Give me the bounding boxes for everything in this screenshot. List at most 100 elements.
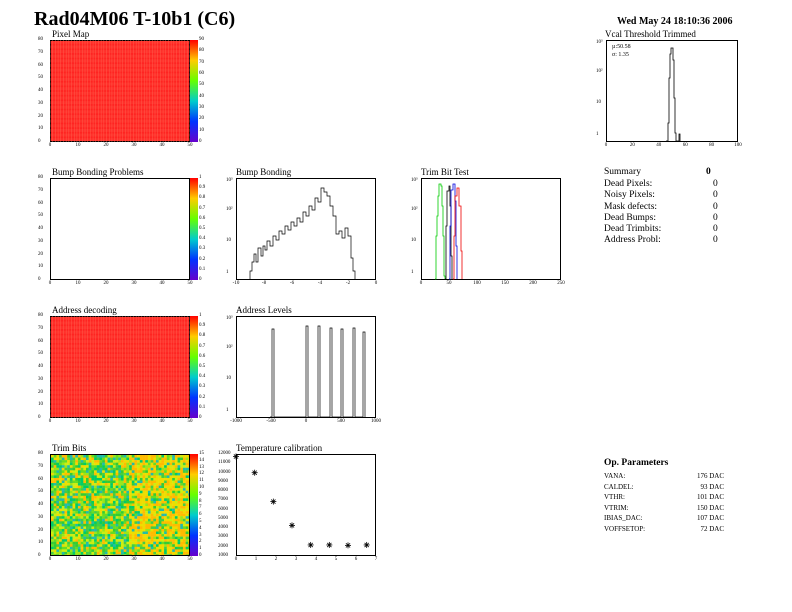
summary-row-value: 0 [713, 224, 718, 235]
x-tick-label: 100 [473, 281, 481, 286]
summary-panel: Summary 0 Dead Pixels: 0 Noisy Pixels: 0 Mas… [604, 167, 724, 247]
y-tick-label: 11000 [218, 460, 231, 466]
colorbar-tick-label: 1 [199, 175, 202, 180]
trim-bit-test-panel[interactable]: 0 50 100 150 200 250 1 10 10² 10³ [409, 176, 565, 288]
y-tick-label: 20 [38, 527, 43, 533]
colorbar-tick-label: 40 [199, 93, 204, 99]
x-tick-label: 7 [374, 557, 378, 562]
summary-row-value: 0 [713, 179, 718, 189]
y-tick-label: 70 [38, 325, 43, 331]
y-tick-label: 20 [38, 251, 43, 257]
page-title: Rad04M06 T-10b1 (C6) [34, 8, 236, 30]
op-params-rows: VANA: 176 DAC CALDEL: 93 DAC VTHR: 101 DAC VTR… [604, 472, 724, 535]
x-tick-label: 10 [75, 143, 81, 148]
op-param-label: VANA: [604, 472, 626, 480]
trim-bit-test-histograms [435, 183, 463, 280]
y-tick-label: 0 [38, 553, 41, 558]
pixel-map-panel[interactable]: 0 10 20 30 40 50 0 10 20 30 40 50 60 70 80 0 10 20 30 40 50 6… [38, 37, 208, 150]
x-tick-label: 1000 [371, 419, 381, 424]
y-tick-label: 10 [226, 376, 231, 382]
summary-row: Noisy Pixels: 0 [604, 190, 724, 201]
colorbar-tick-label: 3 [199, 532, 202, 538]
bump-bonding-label: Bump Bonding [236, 167, 292, 177]
y-tick-label: 12000 [218, 451, 231, 456]
summary-row: Dead Trimbits: 0 [604, 224, 724, 235]
x-tick-label: 30 [131, 419, 137, 424]
vcal-histogram [666, 47, 681, 142]
colorbar-tick-label: 0.4 [199, 236, 206, 242]
y-tick-label: 10² [226, 206, 233, 212]
op-param-value: 93 DAC [700, 482, 724, 491]
address-decoding-label: Address decoding [52, 305, 117, 315]
temperature-point [233, 453, 239, 460]
x-tick-label: 6 [354, 557, 358, 562]
y-tick-label: 20 [38, 389, 43, 395]
x-tick-label: -8 [261, 281, 267, 286]
op-param-value: 72 DAC [700, 524, 724, 533]
y-tick-label: 50 [38, 75, 43, 81]
colorbar-tick-label: 0.5 [199, 226, 206, 231]
colorbar-tick-label: 15 [199, 451, 204, 456]
y-tick-label: 30 [38, 376, 43, 382]
trim-bits-heatmap [51, 455, 189, 555]
colorbar-tick-label: 0.9 [199, 185, 206, 191]
x-tick-label: 150 [501, 281, 509, 286]
address-levels-panel[interactable]: -1000 -500 0 500 1000 1 10 10² 10³ [224, 314, 381, 426]
colorbar-tick-label: 9 [199, 491, 202, 497]
x-tick-label: 20 [629, 143, 635, 148]
y-tick-label: 10 [226, 238, 231, 244]
address-decoding-panel[interactable]: 0 10 20 30 40 50 0 10 20 30 40 50 60 70 80 0 0.1 0.2 0.3 0.… [38, 313, 208, 426]
y-tick-label: 10 [596, 100, 601, 106]
colorbar-tick-label: 0.1 [199, 266, 206, 272]
temperature-panel[interactable]: 0 1 2 3 4 5 6 7 1000 2000 3000 4000 5000 6000 7000 8000… [218, 451, 379, 564]
bump-bonding-panel[interactable]: -10 -8 -6 -4 -2 0 1 10 10² 10³ [224, 176, 379, 288]
op-param-label: VTHR: [604, 493, 625, 501]
op-param-row: VTHR: 101 DAC [604, 493, 724, 504]
x-tick-label: 20 [103, 281, 109, 286]
x-tick-label: -500 [266, 419, 276, 424]
temperature-point [307, 541, 314, 548]
y-tick-label: 5000 [218, 515, 228, 521]
x-tick-label: 50 [187, 281, 193, 286]
x-tick-label: 0 [48, 557, 52, 562]
address-levels-label: Address Levels [236, 305, 292, 315]
colorbar-tick-label: 2 [199, 539, 202, 545]
colorbar-tick-label: 0.8 [199, 195, 206, 201]
colorbar-tick-label: 11 [199, 478, 204, 484]
timestamp: Wed May 24 18:10:36 2006 [617, 16, 733, 27]
colorbar-tick-label: 90 [199, 37, 204, 42]
x-tick-label: 0 [604, 143, 608, 148]
y-tick-label: 60 [38, 338, 43, 344]
trim-bits-panel[interactable]: 0 10 20 30 40 50 0 10 20 30 40 50 60 70 80 0 1 2 3 4 5 6 7 8 9 10… [38, 451, 208, 564]
colorbar-tick-label: 1 [199, 313, 202, 318]
y-tick-label: 10² [596, 68, 603, 74]
op-param-row: VANA: 176 DAC [604, 472, 724, 483]
y-tick-label: 1 [411, 269, 414, 275]
summary-row-label: Dead Pixels: [604, 179, 653, 189]
vcal-sigma: σ: 1.35 [612, 52, 629, 58]
colorbar-tick-label: 80 [199, 48, 204, 54]
x-tick-label: 2 [274, 557, 278, 562]
y-tick-label: 7000 [218, 497, 228, 503]
trim-bit-test-label: Trim Bit Test [421, 167, 469, 177]
colorbar-tick-label: 10 [199, 127, 204, 133]
y-tick-label: 30 [38, 514, 43, 520]
x-tick-label: 50 [187, 557, 193, 562]
x-tick-label: 5 [334, 557, 338, 562]
x-tick-label: 50 [446, 281, 452, 286]
colorbar-tick-label: 8 [199, 498, 202, 504]
bump-problems-panel[interactable]: 0 10 20 30 40 50 0 10 20 30 40 50 60 70 80 0 0.1 0.2 0.3 0.… [38, 175, 208, 288]
temperature-point [363, 541, 370, 548]
y-tick-label: 40 [38, 226, 43, 231]
colorbar-tick-label: 70 [199, 59, 204, 65]
y-tick-label: 1 [226, 269, 229, 275]
x-tick-label: 1 [254, 557, 258, 562]
vcal-label: Vcal Threshold Trimmed [605, 29, 696, 39]
x-tick-label: 30 [131, 557, 137, 562]
y-tick-label: 10³ [596, 40, 603, 46]
colorbar-tick-label: 0.8 [199, 333, 206, 339]
address-decoding-colorbar [190, 316, 198, 418]
vcal-panel[interactable]: µ:50.58 σ: 1.35 0 20 40 60 80 100 1 10 10² 10³ [594, 38, 744, 150]
summary-total: 0 [706, 167, 711, 177]
summary-row-label: Address Probl: [604, 235, 661, 246]
